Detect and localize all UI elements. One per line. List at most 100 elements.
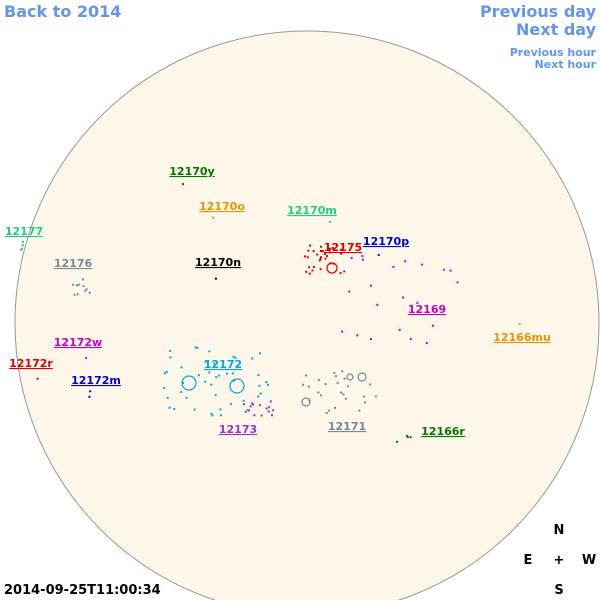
sunspot (214, 394, 217, 397)
region-label[interactable]: 12170p (363, 235, 409, 248)
sunspot (271, 414, 273, 417)
sunspot (320, 256, 322, 259)
back-link[interactable]: Back to 2014 (4, 2, 121, 21)
region-label[interactable]: 12166r (421, 425, 465, 438)
sunspot (21, 244, 24, 247)
sunspot (259, 392, 262, 395)
region-label[interactable]: 12171 (328, 420, 366, 433)
sunspot (219, 408, 222, 411)
sunspot (328, 221, 331, 223)
sunspot (406, 436, 409, 439)
sunspot (402, 296, 405, 299)
sunspot (265, 407, 268, 410)
sunspot (312, 266, 315, 268)
region-label[interactable]: 12169 (408, 303, 446, 316)
sunspot (163, 372, 166, 375)
sunspot (212, 216, 215, 219)
sunspot (317, 379, 320, 381)
sunspot (169, 356, 172, 359)
sunspot (180, 366, 183, 369)
previous-day-link[interactable]: Previous day (480, 2, 597, 21)
next-hour-link[interactable]: Next hour (535, 58, 597, 71)
sunspot (210, 412, 213, 415)
sunspot (82, 285, 85, 288)
sunspot (326, 255, 329, 258)
sunspot (168, 406, 171, 409)
sunspot (321, 250, 324, 253)
sunspot (316, 253, 319, 256)
sunspot (77, 283, 80, 286)
sunspot (340, 248, 343, 251)
sunspot (267, 410, 270, 413)
sunspot (416, 301, 419, 304)
sunspot (336, 381, 339, 384)
sunspot (376, 303, 379, 306)
region-label[interactable]: 12176 (54, 257, 93, 270)
sunspot (346, 385, 349, 388)
sunspot (185, 396, 188, 399)
region-label[interactable]: 12172m (71, 374, 121, 387)
sunspot (323, 252, 326, 255)
sunspot (196, 346, 199, 349)
region-label[interactable]: 12172w (54, 336, 102, 349)
sunspot (369, 383, 372, 386)
sunspot (204, 360, 207, 363)
region-label[interactable]: 12172 (204, 358, 242, 371)
sunspot (218, 374, 221, 377)
next-day-link[interactable]: Next day (516, 20, 597, 39)
sunspot (358, 409, 361, 412)
region-label[interactable]: 12170y (169, 165, 214, 178)
region-label[interactable]: 12166mu (493, 331, 551, 344)
sunspot (251, 402, 254, 405)
sunspot (406, 435, 409, 437)
sunspot (392, 265, 395, 268)
sunspot (166, 396, 169, 399)
sunspot (335, 375, 337, 377)
sunspot (88, 291, 91, 294)
sunspot (85, 288, 88, 291)
sunspot (249, 405, 252, 408)
sunspot (369, 338, 372, 341)
sunspot (341, 330, 344, 333)
region-label[interactable]: 12177 (5, 225, 43, 238)
region-label[interactable]: 12173 (219, 423, 257, 436)
timestamp: 2014-09-25T11:00:34 (4, 583, 161, 598)
sunspot (258, 384, 261, 387)
sunspot (302, 383, 305, 386)
sunspot (518, 322, 521, 325)
sunspot (317, 391, 320, 394)
sunspot (350, 257, 353, 260)
region-label[interactable]: 12170m (287, 204, 337, 217)
previous-hour-link[interactable]: Previous hour (510, 46, 597, 59)
sunspot (303, 255, 306, 258)
sunspot (232, 355, 235, 358)
sunspot (456, 281, 459, 284)
sunspot (72, 283, 75, 286)
sunspot (398, 328, 401, 331)
region-label[interactable]: 12170n (195, 256, 241, 269)
sunspot-umbra (346, 373, 354, 381)
region-label[interactable]: 12175 (324, 241, 362, 254)
sunspot (267, 383, 269, 386)
sunspot (20, 247, 23, 250)
sunspot (442, 268, 445, 271)
region-label[interactable]: 12170o (199, 200, 245, 213)
compass-north: N (554, 523, 565, 538)
sunspot (204, 380, 207, 383)
sunspot (253, 414, 256, 417)
sunspot (331, 247, 334, 249)
sunspot-umbra (326, 262, 338, 274)
region-label[interactable]: 12172r (9, 357, 53, 370)
sunspot (258, 404, 261, 407)
sunspot (82, 278, 84, 281)
sunspot (234, 356, 237, 359)
sunspot (333, 371, 336, 374)
sunspot (231, 372, 234, 375)
sunspot (252, 403, 255, 406)
sunspot (305, 374, 307, 377)
sunspot (312, 250, 315, 253)
sunspot (163, 387, 166, 389)
sunspot (243, 403, 245, 406)
sunspot (431, 324, 434, 327)
sunspot (421, 263, 424, 266)
